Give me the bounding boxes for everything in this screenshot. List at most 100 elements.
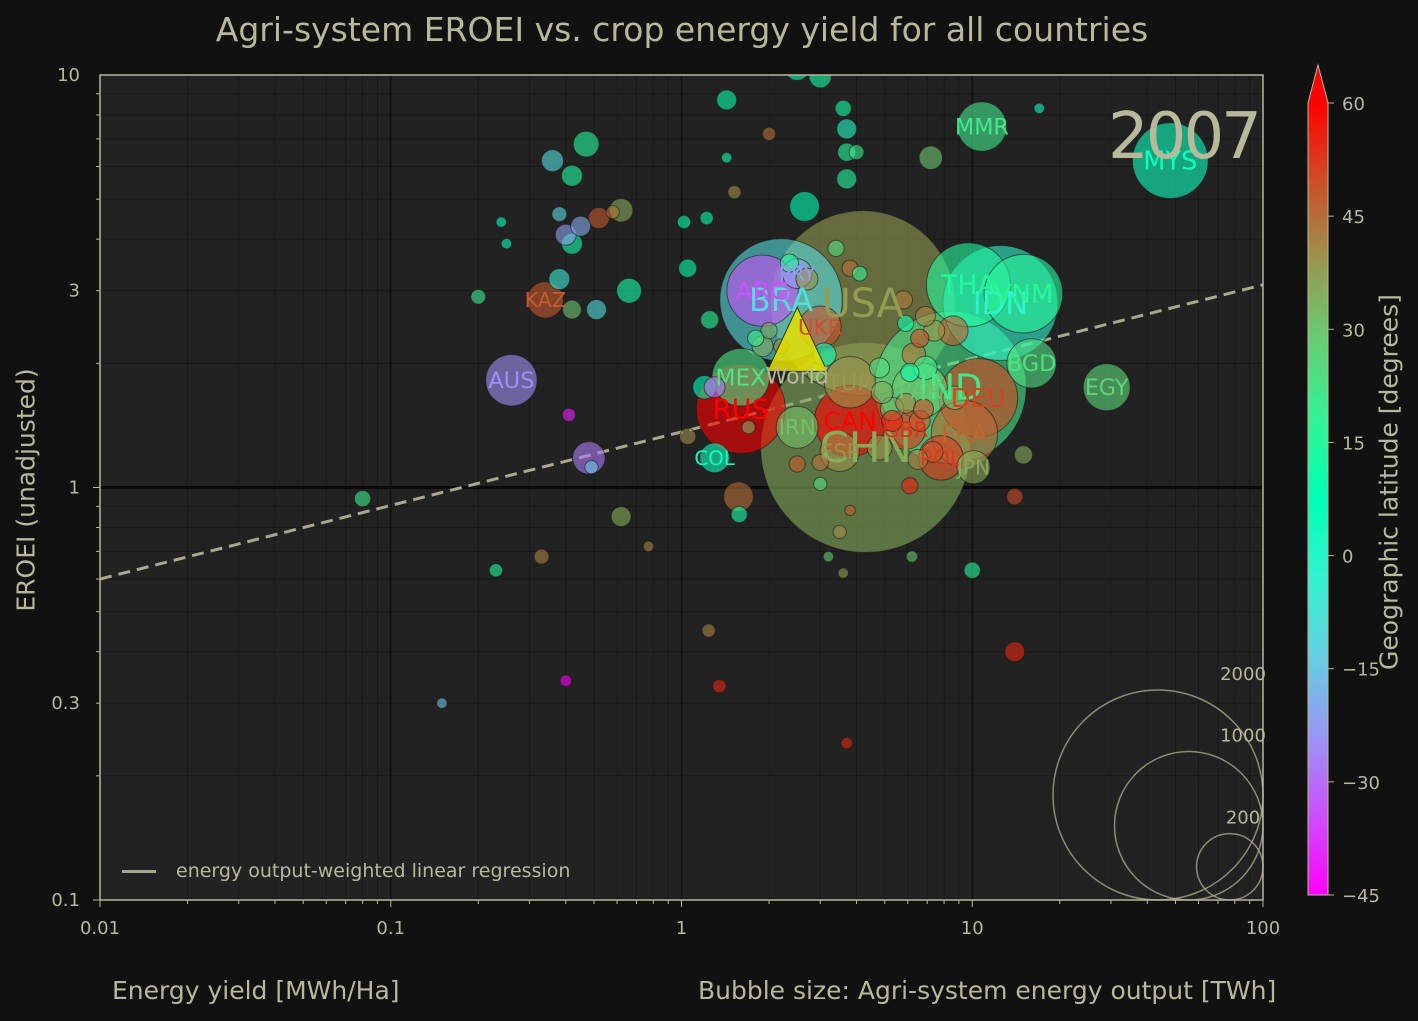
- bubble: [963, 561, 981, 579]
- bubble: [811, 453, 829, 472]
- country-label-arg: ARG: [736, 276, 790, 305]
- country-label-mex: MEX: [715, 363, 766, 391]
- bubble: [572, 130, 600, 158]
- bubble: [500, 237, 513, 250]
- bubble-jpn: [956, 450, 991, 485]
- country-label-mmr: MMR: [955, 114, 1009, 140]
- bubble: [561, 407, 577, 423]
- bubble: [679, 427, 697, 446]
- bubble: [488, 563, 504, 578]
- bubble: [808, 75, 832, 89]
- bubble: [747, 329, 765, 347]
- bubble: [788, 455, 806, 473]
- country-label-usa: USA: [822, 281, 904, 327]
- bubble: [844, 504, 856, 517]
- size-legend-label: 1000: [1220, 726, 1266, 747]
- bubble: [533, 548, 550, 565]
- country-label-aus: AUS: [488, 368, 534, 394]
- bubble-esp: [819, 431, 860, 473]
- country-label-vnm: VNM: [994, 280, 1054, 310]
- bubble: [551, 206, 568, 223]
- legend-regression-label: energy output-weighted linear regression: [176, 860, 571, 882]
- bubble: [870, 380, 894, 404]
- country-label-can: CAN: [823, 407, 876, 436]
- bubble: [562, 299, 582, 320]
- world-marker: [766, 306, 828, 372]
- bubble: [848, 144, 865, 161]
- bubble: [540, 149, 565, 173]
- bubble: [910, 328, 930, 348]
- bubble: [795, 267, 819, 291]
- country-label-tur: TUR: [826, 370, 873, 396]
- colorbar-tick-label: −30: [1342, 773, 1380, 794]
- bubble-egy: [1082, 363, 1131, 412]
- colorbar-tick-label: 0: [1342, 547, 1353, 568]
- country-label-ind: IND: [918, 368, 982, 409]
- country-label-idn: IDN: [973, 287, 1029, 322]
- country-label-fra: FRA: [941, 419, 988, 448]
- bubble: [741, 420, 756, 435]
- year-label: 2007: [1108, 100, 1262, 174]
- bubble: [914, 305, 936, 327]
- bubble: [676, 214, 692, 230]
- bubble: [436, 697, 448, 709]
- bubble-aus: [485, 354, 538, 407]
- legend: energy output-weighted linear regression: [122, 860, 570, 882]
- country-label-jpn: JPN: [955, 455, 990, 479]
- bubble: [869, 357, 891, 379]
- colorbar-tick-label: 45: [1342, 207, 1365, 228]
- bubble: [586, 299, 607, 321]
- bubble: [893, 290, 914, 310]
- colorbar-extend-arrow: [1308, 65, 1328, 103]
- bubble: [678, 258, 698, 278]
- colorbar-gradient: [1308, 103, 1328, 895]
- bubble: [712, 678, 727, 694]
- colorbar-tick-label: −45: [1342, 886, 1380, 907]
- country-label-kaz: KAZ: [525, 288, 566, 312]
- bubble: [1004, 641, 1026, 663]
- country-label-ukr: UKR: [798, 315, 843, 340]
- bubble: [701, 623, 716, 638]
- colorbar-tick-label: 30: [1342, 320, 1365, 341]
- x-axis-label: Energy yield [MWh/Ha]: [112, 976, 400, 1005]
- bubble: [1006, 488, 1024, 506]
- colorbar-frame: [1307, 63, 1329, 896]
- bubble: [822, 550, 835, 563]
- bubble: [716, 89, 738, 111]
- colorbar: 60 45 30 15 0 −15 −30 −45: [1307, 63, 1380, 907]
- bubble: [584, 460, 599, 475]
- colorbar-tick-label: −15: [1342, 660, 1380, 681]
- country-label-col: COL: [694, 447, 734, 470]
- bubble: [900, 362, 920, 383]
- bubble: [700, 310, 720, 330]
- bubble: [827, 239, 845, 257]
- legend-regression-swatch: [122, 869, 156, 873]
- bubble: [760, 322, 778, 340]
- country-label-bra: BRA: [749, 283, 813, 319]
- bubble: [836, 118, 858, 140]
- country-label-pak: PAK: [898, 378, 942, 404]
- country-label-chn: CHN: [820, 423, 912, 472]
- bubble: [616, 277, 642, 304]
- bubble: [907, 448, 929, 470]
- bubble: [942, 385, 967, 411]
- bubble: [720, 152, 733, 164]
- bubble-vnm: [983, 253, 1064, 334]
- y-tick-label: 3: [69, 281, 80, 302]
- country-label-mys: MYS: [1143, 147, 1197, 177]
- country-label-irn: IRN: [779, 416, 816, 441]
- colorbar-tick-label: 15: [1342, 433, 1365, 454]
- bubble-tur: [823, 355, 877, 409]
- bubble: [779, 253, 799, 273]
- x-tick-label: 1: [676, 918, 687, 939]
- y-tick-label: 0.3: [51, 693, 80, 714]
- x-tick-label: 0.01: [80, 918, 120, 939]
- country-label-esp: ESP: [820, 439, 859, 464]
- bubble: [642, 540, 655, 553]
- bubble-irn: [775, 405, 819, 449]
- bubble: [836, 168, 858, 190]
- bubble: [905, 550, 919, 563]
- bubble: [918, 145, 944, 171]
- bubble: [834, 99, 852, 118]
